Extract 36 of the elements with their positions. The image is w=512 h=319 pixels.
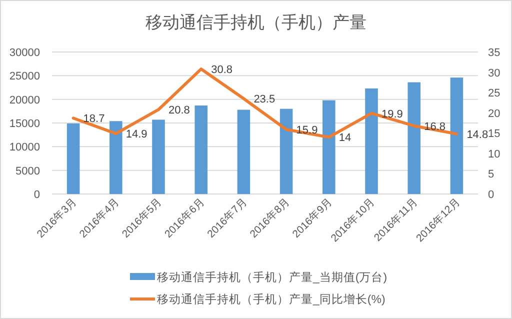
bar xyxy=(450,78,464,194)
legend-label: 移动通信手持机（手机）产量_当期值(万台) xyxy=(157,270,388,284)
y2-tick-label: 30 xyxy=(488,67,500,80)
y2-tick-label: 35 xyxy=(488,47,500,59)
data-label: 14.8 xyxy=(466,128,488,141)
chart-title: 移动通信手持机（手机）产量 xyxy=(146,13,366,32)
y2-tick-label: 15 xyxy=(488,128,500,140)
bar xyxy=(194,105,208,194)
y2-tick-label: 0 xyxy=(488,189,494,201)
data-label: 14.9 xyxy=(126,128,148,141)
data-label: 14 xyxy=(338,132,352,144)
data-label: 23.5 xyxy=(254,94,276,106)
data-label: 20.8 xyxy=(168,104,190,117)
data-label: 18.7 xyxy=(83,113,105,126)
y-tick-label: 0 xyxy=(34,189,40,201)
bar xyxy=(408,82,420,194)
y2-tick-label: 5 xyxy=(488,168,494,181)
bar xyxy=(280,108,293,194)
y-tick-label: 15000 xyxy=(9,118,40,130)
bar xyxy=(322,100,336,194)
data-label: 30.8 xyxy=(211,64,233,76)
bar xyxy=(66,123,80,194)
y-tick-label: 5000 xyxy=(16,165,40,178)
legend-label: 移动通信手持机（手机）产量_同比增长(%) xyxy=(157,292,386,306)
bar xyxy=(365,88,378,194)
y-tick-label: 25000 xyxy=(9,70,40,83)
data-label: 19.9 xyxy=(382,108,403,120)
bar xyxy=(237,110,250,194)
y2-tick-label: 10 xyxy=(488,148,500,160)
bar xyxy=(152,120,165,194)
y-tick-label: 20000 xyxy=(9,94,40,106)
y2-tick-label: 25 xyxy=(488,88,500,100)
bar xyxy=(110,121,122,194)
y-tick-label: 10000 xyxy=(9,142,40,154)
y-tick-label: 30000 xyxy=(9,47,40,59)
y2-tick-label: 20 xyxy=(488,108,500,120)
